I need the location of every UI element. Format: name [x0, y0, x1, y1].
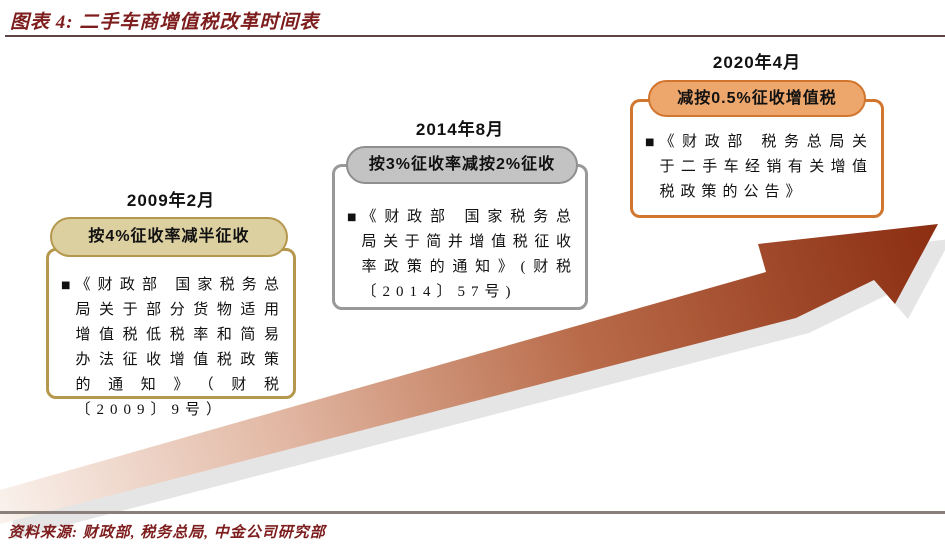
- bullet-square-icon: ■: [61, 280, 71, 291]
- detail-text: 《财政部 国家税务总局关于部分货物适用增值税低税率和简易办法征收增值税政策的通知…: [75, 277, 285, 418]
- policy-badge: 按4%征收率减半征收: [50, 217, 288, 257]
- footer-rule: [0, 511, 945, 514]
- date-label: 2020年4月: [712, 53, 802, 72]
- source-note: 资料来源: 财政部, 税务总局, 中金公司研究部: [8, 525, 326, 541]
- bullet-square-icon: ■: [645, 137, 655, 148]
- policy-badge: 减按0.5%征收增值税: [648, 80, 866, 117]
- arrow-body: [0, 224, 938, 524]
- policy-badge: 按3%征收率减按2%征收: [346, 146, 578, 184]
- bullet-square-icon: ■: [347, 212, 357, 223]
- figure-title: 图表 4: 二手车商增值税改革时间表: [10, 12, 320, 33]
- policy-detail-box: ■ 《财政部 国家税务总局关于简并增值税征收率政策的通知》(财税〔2014〕57…: [332, 164, 588, 310]
- title-rule: [5, 35, 945, 37]
- date-label: 2009年2月: [126, 191, 216, 210]
- policy-detail-box: ■ 《财政部 税务总局关于二手车经销有关增值税政策的公告》: [630, 99, 884, 218]
- detail-text: 《财政部 国家税务总局关于简并增值税征收率政策的通知》(财税〔2014〕57号): [361, 209, 577, 300]
- detail-text: 《财政部 税务总局关于二手车经销有关增值税政策的公告》: [659, 134, 873, 200]
- date-label: 2014年8月: [415, 120, 505, 139]
- policy-detail-box: ■ 《财政部 国家税务总局关于部分货物适用增值税低税率和简易办法征收增值税政策的…: [46, 248, 296, 418]
